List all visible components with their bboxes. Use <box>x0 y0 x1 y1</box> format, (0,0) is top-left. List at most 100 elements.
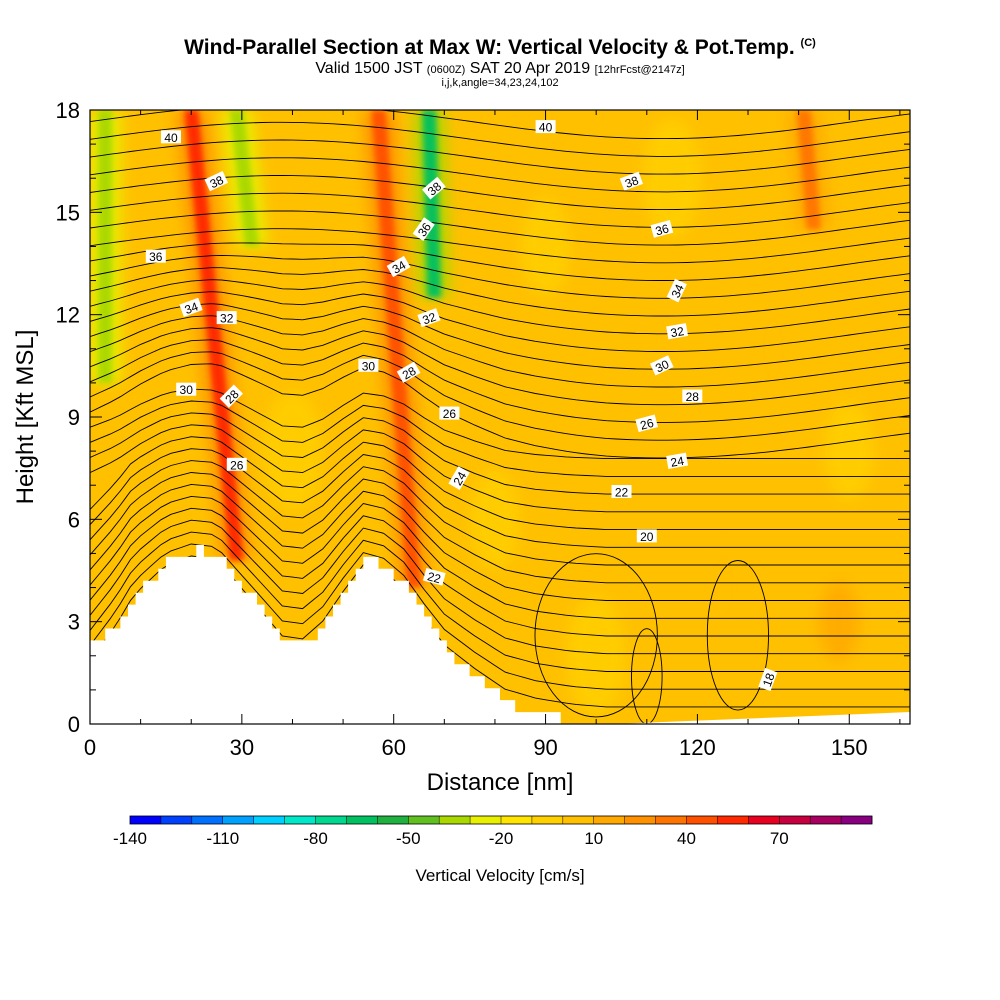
isentrope-label-bg <box>635 414 659 433</box>
colorbar-swatch <box>562 816 595 824</box>
isentrope-label-bg <box>682 389 703 403</box>
x-axis-label: Distance [nm] <box>427 769 574 796</box>
isentrope-label-text: 34 <box>183 299 201 317</box>
isentrope-label-bg <box>226 457 247 471</box>
colorbar-swatch <box>470 816 502 824</box>
isentrope-label-text: 40 <box>164 131 178 145</box>
isentrope-line <box>90 483 910 601</box>
isentrope-line <box>90 327 910 406</box>
isentrope-label: 22 <box>611 485 632 500</box>
colorbar-swatch <box>439 816 471 824</box>
updraft-plume-core <box>796 110 821 230</box>
colorbar-swatch <box>501 816 533 824</box>
isentrope-label: 38 <box>619 171 644 191</box>
isentrope-line <box>90 110 910 140</box>
y-tick-label: 15 <box>56 200 80 225</box>
field-patch <box>520 196 571 297</box>
colorbar-swatch <box>686 816 718 824</box>
isentrope-label-bg <box>636 529 657 543</box>
isentrope-line <box>90 157 910 193</box>
field-patch <box>697 537 748 638</box>
field-patch <box>824 401 875 502</box>
isentrope-line <box>90 121 910 157</box>
isentrope-label-bg <box>412 217 435 242</box>
isentrope-label: 24 <box>666 452 689 470</box>
colorbar-tick-label: 70 <box>770 829 789 848</box>
chart-title-text: Wind-Parallel Section at Max W: Vertical… <box>184 36 795 59</box>
isentrope-label: 32 <box>216 311 237 326</box>
x-tick-label: 120 <box>679 735 716 760</box>
downdraft-plume-core <box>422 110 442 298</box>
colorbar-swatch <box>779 816 811 824</box>
colorbar-swatch <box>810 816 842 824</box>
isentrope-line <box>90 267 910 317</box>
chart-subtitle: Valid 1500 JST (0600Z) SAT 20 Apr 2019 [… <box>0 60 1000 78</box>
isentrope-label: 30 <box>358 358 379 373</box>
field-patch <box>318 230 369 331</box>
isentrope-label: 34 <box>386 255 411 278</box>
colorbar: -140 -110 -80 -50 -20 10 40 70 <box>113 815 873 848</box>
isentrope-label: 26 <box>439 406 460 421</box>
colorbar-swatch <box>222 816 254 824</box>
y-tick-label: 12 <box>56 303 80 328</box>
field-patch <box>642 118 703 239</box>
isentrope-line <box>90 175 910 211</box>
colorbar-swatch <box>377 816 409 824</box>
isentrope-label-bg <box>535 120 556 134</box>
isentrope-label-bg <box>161 130 181 144</box>
isentrope-label: 38 <box>422 176 446 200</box>
isentrope-label-text: 30 <box>362 359 376 373</box>
isentrope-line <box>90 460 910 566</box>
isentrope-line <box>90 303 910 370</box>
isentrope-label: 18 <box>758 667 778 692</box>
isentrope-label-text: 32 <box>669 324 685 340</box>
colorbar-swatch <box>160 816 193 824</box>
colorbar-swatch <box>253 816 285 824</box>
y-tick-label: 0 <box>68 712 80 737</box>
isentrope-line <box>90 507 910 637</box>
colorbar-label: Vertical Velocity [cm/s] <box>415 866 584 885</box>
subtitle-date: SAT 20 Apr 2019 <box>469 60 591 77</box>
isentrope-label-text: 20 <box>640 530 654 544</box>
terrain-mask <box>90 544 910 724</box>
colorbar-swatch <box>346 816 378 824</box>
isentrope-label: 24 <box>448 466 470 491</box>
y-axis-label: Height [Kft MSL] <box>12 330 39 505</box>
isentrope-line <box>90 139 910 175</box>
isentrope-label-bg <box>358 358 379 372</box>
isentrope-label-bg <box>611 485 632 498</box>
isentrope-line <box>90 436 910 531</box>
colorbar-swatch <box>191 816 224 824</box>
colorbar-tick-label: -110 <box>206 829 239 848</box>
downdraft-plume-core <box>98 110 113 383</box>
colorbar-tick-label: -20 <box>489 829 514 848</box>
colorbar-tick-label: 40 <box>677 829 696 848</box>
isentrope-line <box>90 279 910 335</box>
isentrope-label: 32 <box>417 308 441 327</box>
isentrope-label-text: 22 <box>615 486 629 500</box>
colorbar-swatch <box>748 816 780 824</box>
isentrope-line <box>90 228 910 264</box>
isentrope-label: 30 <box>176 382 197 397</box>
isentrope-line <box>90 210 910 246</box>
isentrope-line <box>90 291 910 352</box>
isentrope-label-text: 26 <box>230 458 244 472</box>
isentrope-label: 38 <box>204 171 229 192</box>
isentrope-line <box>90 339 910 423</box>
isentrope-label-bg <box>145 249 166 263</box>
isentrope-line <box>90 351 910 441</box>
colorbar-swatch <box>717 816 749 824</box>
isentrope-label: 36 <box>650 220 674 238</box>
isentrope-label-text: 34 <box>390 258 409 277</box>
field-patch <box>566 595 627 716</box>
isentrope-label: 26 <box>226 457 247 472</box>
isentrope-label-text: 30 <box>653 357 671 375</box>
isentrope-label-bg <box>666 452 689 469</box>
isentrope-label-text: 38 <box>623 173 641 191</box>
isentrope-line <box>90 495 910 619</box>
isentrope-label-text: 40 <box>539 121 553 135</box>
